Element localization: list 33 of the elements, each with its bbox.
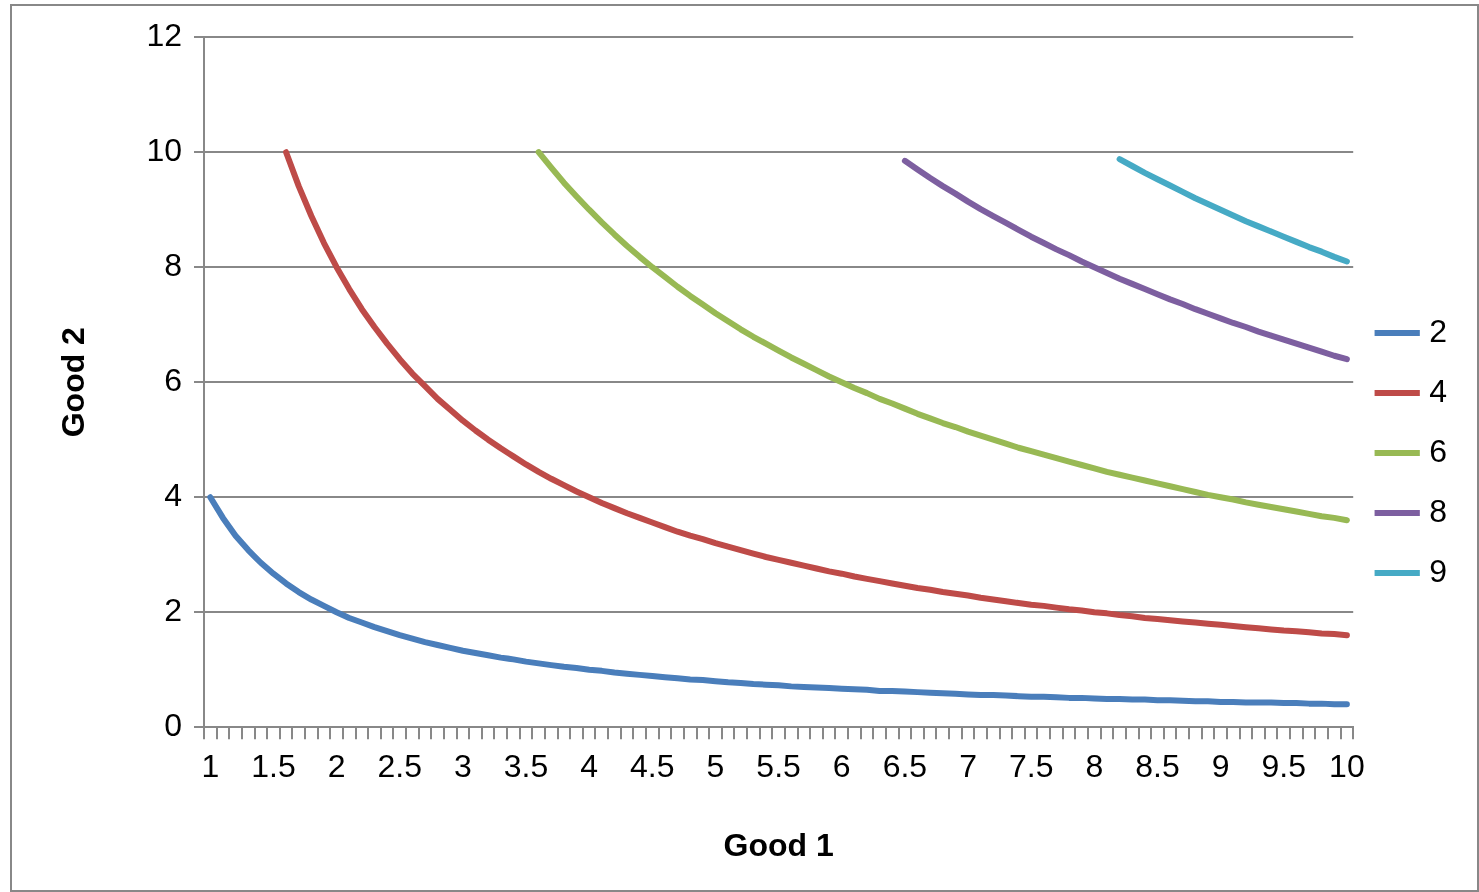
y-tick-label: 12 [146, 17, 182, 54]
x-tick-label: 10 [1329, 748, 1365, 785]
x-tick-label: 2 [327, 748, 346, 785]
x-axis-title: Good 1 [723, 826, 834, 863]
x-tick-label: 6.5 [882, 748, 928, 785]
x-tick-label: 9 [1211, 748, 1230, 785]
legend-label: 9 [1429, 552, 1447, 589]
x-tick-label: 1 [201, 748, 220, 785]
legend-label: 6 [1429, 432, 1447, 469]
legend-label: 4 [1429, 372, 1447, 409]
x-tick-label: 5.5 [756, 748, 801, 785]
x-tick-label: 8.5 [1135, 748, 1180, 785]
y-tick-label: 2 [164, 592, 182, 629]
legend-label: 8 [1429, 492, 1447, 529]
y-tick-label: 4 [164, 477, 182, 514]
x-tick-label: 3 [453, 748, 472, 785]
y-tick-label: 0 [164, 707, 182, 744]
y-axis-title: Good 2 [55, 327, 92, 438]
x-tick-label: 9.5 [1261, 748, 1306, 785]
y-tick-label: 6 [164, 362, 182, 399]
x-tick-label: 4 [580, 748, 599, 785]
x-tick-label: 7 [959, 748, 977, 785]
x-tick-label: 1.5 [251, 748, 296, 785]
x-tick-label: 3.5 [503, 748, 549, 785]
x-tick-label: 5 [706, 748, 725, 785]
legend-label: 2 [1429, 312, 1447, 349]
y-tick-label: 8 [164, 247, 182, 284]
y-tick-label: 10 [146, 132, 182, 169]
x-tick-label: 4.5 [630, 748, 675, 785]
x-tick-label: 6 [832, 748, 851, 785]
x-tick-label: 2.5 [377, 748, 422, 785]
x-tick-label: 8 [1085, 748, 1104, 785]
x-tick-label: 7.5 [1008, 748, 1054, 785]
